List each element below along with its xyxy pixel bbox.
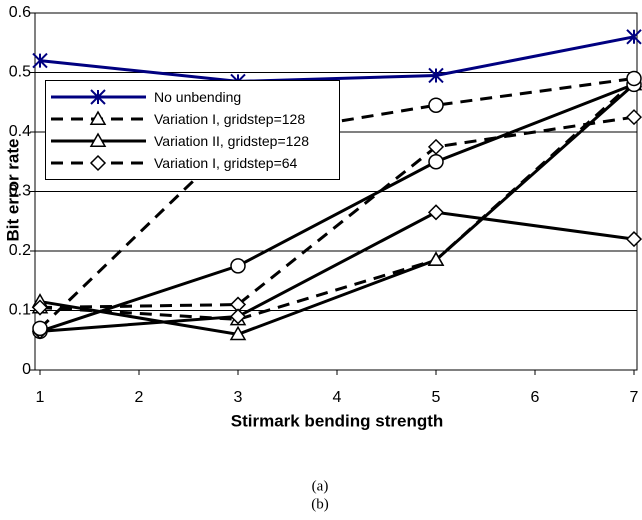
x-tick-label: 6 [531,389,540,406]
series-line [39,83,635,336]
series-line [39,35,635,83]
legend-swatch [51,154,146,172]
y-tick-label: 0 [22,361,31,378]
marker [428,97,444,113]
marker [32,320,48,337]
marker [428,67,444,84]
legend-swatch [51,132,146,147]
legend-swatch [51,89,146,105]
x-tick-label: 2 [135,389,144,406]
caption: (a) [312,478,329,494]
legend: No unbending Variation I, gridstep=128 Var… [45,80,340,180]
legend-label: Variation II, gridstep=128 [154,133,310,149]
y-tick-label: 0.4 [9,123,31,140]
caption: (b) [311,496,329,512]
marker [428,154,444,170]
marker [31,299,49,316]
y-tick-label: 0.2 [9,242,31,259]
legend-label: No unbending [154,89,242,105]
marker [625,109,642,126]
marker [89,154,107,172]
y-tick-label: 0.3 [9,183,31,200]
x-tick-label: 5 [432,389,441,406]
legend-entry: No unbending [46,87,339,107]
y-tick-label: 0.5 [9,64,31,81]
marker [229,308,247,325]
marker [89,110,107,125]
series-line [39,210,635,333]
marker [229,325,247,341]
marker [90,89,106,105]
marker [427,251,445,266]
legend-entry: Variation I, gridstep=128 [46,109,339,129]
legend-entry: Variation I, gridstep=64 [46,153,339,173]
marker [427,138,445,155]
marker [626,70,642,87]
series-line [39,115,635,310]
y-tick-label: 0.1 [9,302,31,319]
y-tick-label: 0.6 [9,4,31,21]
x-axis-title: Stirmark bending strength [231,411,444,430]
x-tick-label: 1 [36,389,45,406]
marker [427,204,445,221]
y-axis-title: Bit error rate [3,139,22,242]
legend-swatch [51,110,146,125]
x-tick-label: 4 [333,389,342,406]
legend-entry: Variation II, gridstep=128 [46,131,339,151]
x-tick-label: 3 [234,389,243,406]
plot-frame [34,12,638,371]
marker [230,258,246,274]
marker [32,52,48,69]
legend-label: Variation I, gridstep=128 [154,111,306,127]
legend-label: Variation I, gridstep=64 [154,155,298,171]
series-line [39,83,635,333]
marker [625,231,642,248]
marker [89,132,107,147]
marker [626,29,642,45]
series-line [39,80,636,321]
x-tick-label: 7 [630,389,639,406]
